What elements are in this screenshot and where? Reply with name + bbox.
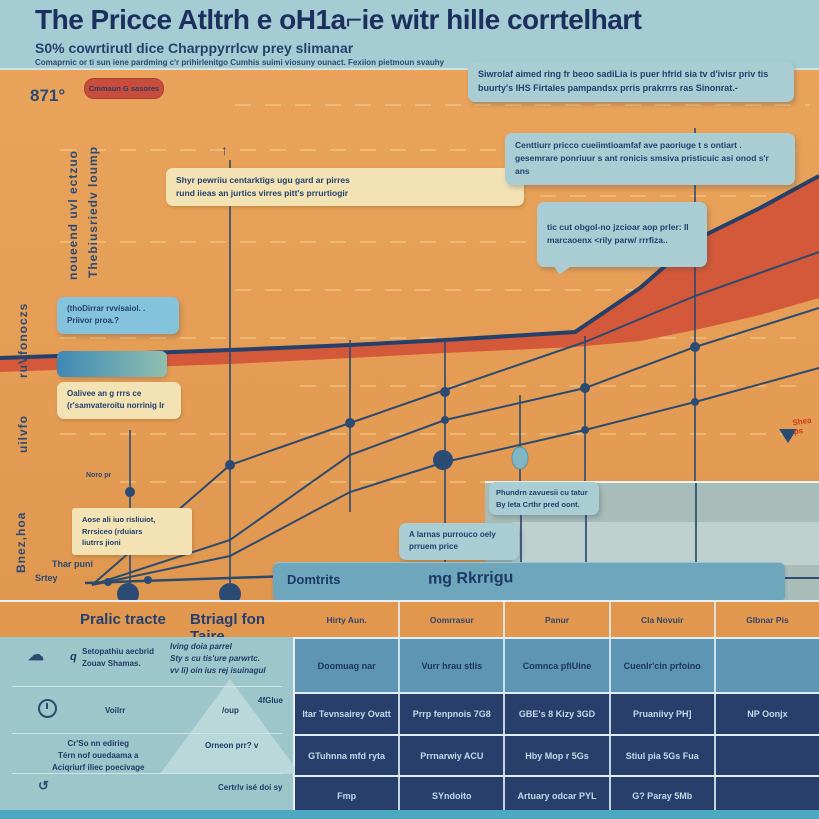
table-header-cell: Hirty Aun. bbox=[295, 602, 401, 637]
callout-peak-note: Shyr pewriiu centarktigs ugu gard ar pir… bbox=[166, 168, 524, 207]
table-row: GTuhnna mfd ryta Prrnarwiy ACU Hby Mop r… bbox=[295, 734, 819, 775]
table-cell: G? Paray 5Mb bbox=[611, 777, 716, 814]
up-arrow-icon: ↑ bbox=[221, 142, 228, 158]
guide-line bbox=[695, 483, 697, 577]
page-title: The Pricce Atltrh e oH1a⌐ie witr hille c… bbox=[35, 4, 642, 35]
page-subtitle: S0% cowrtirutl dice Charppyrrlcw prey sl… bbox=[35, 40, 354, 56]
table-cell: Doomuag nar bbox=[295, 639, 401, 692]
table-cell bbox=[716, 777, 819, 814]
table-cell: Stiul pia 5Gs Fua bbox=[611, 736, 716, 775]
table-row: Doomuag nar Vurr hrau stlis Comnca pfiUi… bbox=[295, 637, 819, 692]
legend-row1-text: Setopathiu aecbrid Zouav Shamas. bbox=[82, 647, 155, 668]
label-srtey: Srtey bbox=[35, 573, 58, 583]
legend-row2-text: Voilrr bbox=[105, 706, 126, 715]
table-cell: GTuhnna mfd ryta bbox=[295, 736, 401, 775]
gradient-scale-bar bbox=[57, 351, 167, 377]
table-cell: Vurr hrau stlis bbox=[400, 639, 506, 692]
table-cell: Prrnarwiy ACU bbox=[400, 736, 506, 775]
table-header-cell: Glbnar Pis bbox=[746, 614, 789, 625]
refresh-icon: ↺ bbox=[38, 778, 49, 793]
table-header-cell: Cla Novuir bbox=[611, 602, 716, 637]
callout-right-2: Centtiurr pricco cueiimtioamfaf ave paor… bbox=[505, 133, 795, 185]
callout-note: Aose ali iuo risliuiot, Rrrsiceo (rduiar… bbox=[72, 508, 192, 555]
y-axis-label-1: Thebiusriedv loump bbox=[86, 146, 100, 279]
table-cell: Hby Mop r 5Gs bbox=[505, 736, 611, 775]
table-cell: Cuenlr'cin prfoino bbox=[611, 639, 716, 692]
x-axis-label-left: Pralic tracte bbox=[80, 611, 166, 628]
y-axis-label-3: ruVfonoczs bbox=[16, 302, 30, 378]
mountain-graphic bbox=[160, 679, 300, 774]
data-table: Hirty Aun. Oomrrasur Panur Cla Novuir Gl… bbox=[295, 600, 819, 814]
legend-bar: Domtrits mg Rkrrigu bbox=[273, 562, 785, 601]
label-shea: Shea ps bbox=[791, 415, 813, 437]
table-cell: Itar Tevnsairey Ovatt bbox=[295, 694, 401, 734]
callout-right-1: Siwrolaf aimed ring fr beoo sadiLia is p… bbox=[468, 62, 794, 102]
table-cell: Prrp fenpnois 7G8 bbox=[400, 694, 506, 734]
table-cell: Artuary odcar PYL bbox=[505, 777, 611, 814]
label-noro: Noro pr bbox=[86, 472, 112, 479]
bottom-strip bbox=[0, 810, 819, 819]
guide-line bbox=[520, 483, 522, 577]
table-cell: Comnca pfiUine bbox=[505, 639, 611, 692]
legend-bar-right-label: mg Rkrrigu bbox=[427, 569, 514, 588]
forecast-panel-inner bbox=[512, 522, 819, 565]
callout-right-3-text: tic cut obgol-no jzcioar aop prler: Il m… bbox=[547, 222, 689, 246]
status-badge: Cmmaun G sasores bbox=[84, 78, 164, 99]
x-axis-band: Pralic tracte Btriagl fon Taire bbox=[0, 600, 295, 645]
legend-row4-right: Certrlv isé doi sy bbox=[218, 783, 283, 792]
callout-alarnas: A larnas purrouco oely prruem price bbox=[399, 523, 519, 560]
table-row: Fmp SYndoito Artuary odcar PYL G? Paray … bbox=[295, 775, 819, 814]
label-thar-puni: Thar puni bbox=[52, 559, 93, 569]
legend-bar-left-label: Domtrits bbox=[287, 572, 341, 587]
table-header-cell: Oomrrasur bbox=[400, 602, 506, 637]
table-row: Itar Tevnsairey Ovatt Prrp fenpnois 7G8 … bbox=[295, 692, 819, 734]
callout-left-blue: (thoDirrar rvvisaiol. . Priivor proa.? bbox=[57, 297, 179, 334]
callout-right-3: tic cut obgol-no jzcioar aop prler: Il m… bbox=[537, 202, 707, 275]
callout-phundrn: Phundrn zavuesii cu tatur By leta Crthr … bbox=[489, 482, 599, 516]
table-cell: NP Oonjx bbox=[747, 709, 788, 719]
divider bbox=[12, 773, 282, 774]
table-cell: SYndoito bbox=[400, 777, 506, 814]
legend-row1-note: Iving doia parrel Sty s cu tis'ure parwr… bbox=[170, 642, 266, 675]
table-cell: Fmp bbox=[295, 777, 401, 814]
y-axis-label-2: noueend uvl ectzuo bbox=[66, 149, 80, 280]
legend-row1-lead: q bbox=[70, 651, 77, 663]
table-header-row: Hirty Aun. Oomrrasur Panur Cla Novuir Gl… bbox=[295, 602, 819, 637]
value-label-top-left: 871° bbox=[30, 86, 66, 105]
table-header-cell: Panur bbox=[505, 602, 611, 637]
page-tagline: Comaprnic or ti sun iene pardming c'r pr… bbox=[35, 58, 445, 67]
clock-icon bbox=[38, 699, 57, 718]
callout-left-yellow: Oalivee an g rrrs ce (r'samvateroitu nor… bbox=[57, 382, 181, 419]
table-cell: GBE's 8 Kizy 3GD bbox=[505, 694, 611, 734]
cloud-icon: ☁ bbox=[28, 647, 44, 664]
table-cell bbox=[716, 639, 819, 692]
legend-row3-text: Cr'So nn edirieg Térn nof ouedaama a Aci… bbox=[52, 739, 145, 772]
legend-row2-mid: /oup bbox=[222, 706, 239, 715]
guide-line bbox=[585, 483, 587, 577]
legend-panel: ☁ q Setopathiu aecbrid Zouav Shamas. Ivi… bbox=[0, 637, 300, 810]
legend-row2-right: 4fGlue bbox=[258, 696, 283, 705]
table-cell bbox=[716, 736, 819, 775]
y-axis-label-4: uilvfo bbox=[16, 415, 30, 453]
table-cell: Pruaniivy PH] bbox=[611, 694, 716, 734]
divider bbox=[12, 686, 282, 687]
y-axis-label-5: Bnez,hoa bbox=[14, 511, 28, 573]
legend-row3-right: Orneon prr? v bbox=[205, 741, 259, 750]
divider bbox=[12, 733, 282, 734]
